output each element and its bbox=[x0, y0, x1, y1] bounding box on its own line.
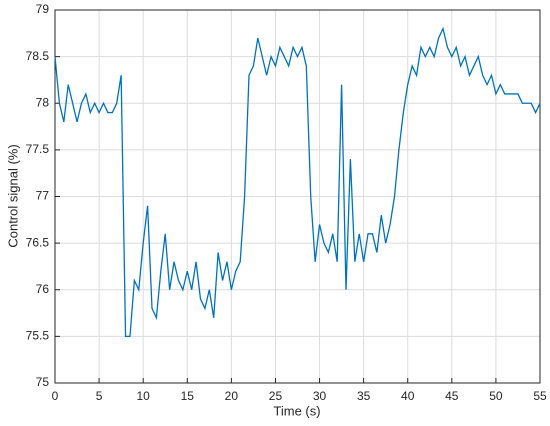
x-tick-label: 35 bbox=[357, 389, 371, 403]
y-tick-label: 76.5 bbox=[26, 235, 50, 249]
y-axis-label: Control signal (%) bbox=[5, 144, 20, 247]
y-tick-label: 77.5 bbox=[26, 142, 50, 156]
x-tick-label: 25 bbox=[269, 389, 283, 403]
data-line bbox=[54, 26, 541, 338]
y-tick-label: 78.5 bbox=[26, 49, 50, 63]
y-tick-label: 79 bbox=[36, 2, 50, 16]
y-tick-label: 76 bbox=[36, 282, 50, 296]
x-tick-label: 45 bbox=[445, 389, 459, 403]
y-tick-label: 78 bbox=[36, 95, 50, 109]
x-tick-label: 0 bbox=[52, 389, 59, 403]
x-tick-label: 10 bbox=[137, 389, 151, 403]
x-tick-label: 20 bbox=[225, 389, 239, 403]
x-tick-label: 30 bbox=[313, 389, 327, 403]
y-tick-label: 75 bbox=[36, 375, 50, 389]
x-tick-label: 5 bbox=[96, 389, 103, 403]
x-tick-label: 50 bbox=[489, 389, 503, 403]
y-tick-label: 77 bbox=[36, 189, 50, 203]
x-tick-label: 15 bbox=[181, 389, 195, 403]
y-tick-label: 75.5 bbox=[26, 329, 50, 343]
x-axis-label: Time (s) bbox=[273, 403, 320, 418]
x-tick-label: 40 bbox=[401, 389, 415, 403]
plot-border bbox=[54, 9, 541, 384]
x-tick-label: 55 bbox=[533, 389, 547, 403]
